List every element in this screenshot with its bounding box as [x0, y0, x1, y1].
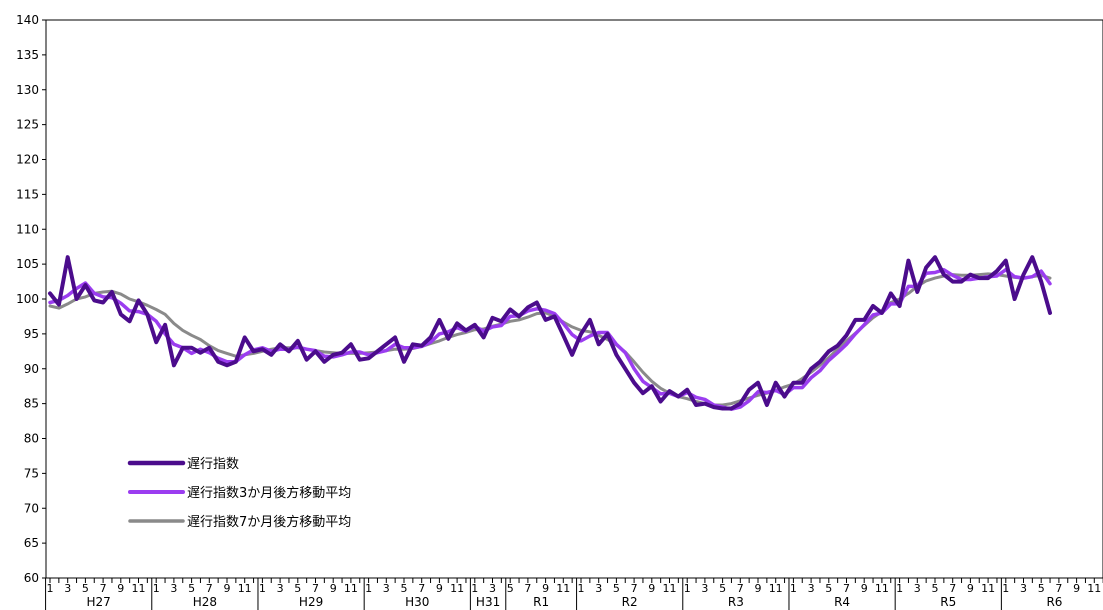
y-tick-label: 130 [16, 83, 39, 97]
x-month-label: 9 [436, 582, 443, 595]
x-month-label: 9 [542, 582, 549, 595]
y-tick-label: 70 [24, 501, 39, 515]
legend-label: 遅行指数3か月後方移動平均 [187, 485, 351, 501]
x-month-label: 9 [330, 582, 337, 595]
x-month-label: 3 [277, 582, 284, 595]
x-month-label: 1 [1002, 582, 1009, 595]
x-month-label: 1 [684, 582, 691, 595]
x-month-label: 7 [206, 582, 213, 595]
y-tick-label: 85 [24, 397, 39, 411]
y-tick-label: 105 [16, 257, 39, 271]
x-month-label: 3 [383, 582, 390, 595]
x-month-label: 11 [981, 582, 995, 595]
x-month-label: 11 [132, 582, 146, 595]
x-month-label: 11 [1087, 582, 1101, 595]
x-year-label: R4 [834, 595, 850, 609]
x-year-label: H31 [476, 595, 500, 609]
x-month-label: 1 [578, 582, 585, 595]
y-axis: 60 65 70 75 80 85 90 95 100 105 110 115 120 125 130 135… [16, 13, 46, 585]
x-month-label: 11 [344, 582, 358, 595]
x-month-label: 9 [224, 582, 231, 595]
x-month-label: 7 [843, 582, 850, 595]
y-tick-label: 80 [24, 432, 39, 446]
x-month-label: 3 [701, 582, 708, 595]
x-year-label: R5 [940, 595, 956, 609]
x-month-label: 1 [365, 582, 372, 595]
y-tick-label: 60 [24, 571, 39, 585]
legend-label: 遅行指数 [187, 457, 239, 472]
y-tick-label: 135 [16, 48, 39, 62]
x-month-label: 9 [117, 582, 124, 595]
x-year-label: R1 [533, 595, 549, 609]
x-year-label: H27 [87, 595, 111, 609]
x-month-label: 3 [595, 582, 602, 595]
x-year-label: R2 [622, 595, 638, 609]
x-month-label: 5 [82, 582, 89, 595]
y-tick-label: 90 [24, 362, 39, 376]
y-tick-label: 100 [16, 292, 39, 306]
y-tick-label: 95 [24, 327, 39, 341]
x-month-label: 11 [450, 582, 464, 595]
x-month-label: 1 [896, 582, 903, 595]
x-month-label: 7 [631, 582, 638, 595]
x-month-label: 9 [648, 582, 655, 595]
x-year-label: H30 [405, 595, 429, 609]
series-line [48, 255, 1052, 411]
x-month-label: 11 [238, 582, 252, 595]
x-month-label: 5 [719, 582, 726, 595]
x-month-label: 5 [507, 582, 514, 595]
x-year-label: H28 [193, 595, 217, 609]
x-month-label: 9 [1073, 582, 1080, 595]
x-month-label: 5 [1038, 582, 1045, 595]
legend-label: 遅行指数7か月後方移動平均 [187, 514, 351, 530]
x-year-label: H29 [299, 595, 323, 609]
y-tick-label: 140 [16, 13, 39, 27]
x-month-label: 5 [613, 582, 620, 595]
x-month-label: 1 [471, 582, 478, 595]
x-month-label: 7 [100, 582, 107, 595]
y-tick-label: 65 [24, 536, 39, 550]
x-month-label: 3 [808, 582, 815, 595]
x-month-label: 11 [769, 582, 783, 595]
x-month-label: 3 [64, 582, 71, 595]
x-month-label: 3 [914, 582, 921, 595]
y-tick-label: 75 [24, 466, 39, 480]
x-month-label: 1 [790, 582, 797, 595]
x-month-label: 9 [967, 582, 974, 595]
series-lines [48, 255, 1052, 411]
x-month-label: 1 [259, 582, 266, 595]
x-month-label: 1 [153, 582, 160, 595]
y-tick-label: 110 [16, 222, 39, 236]
x-month-label: 9 [755, 582, 762, 595]
x-month-label: 3 [489, 582, 496, 595]
x-month-label: 5 [294, 582, 301, 595]
y-tick-label: 115 [16, 187, 39, 201]
x-month-label: 1 [47, 582, 54, 595]
x-month-label: 7 [418, 582, 425, 595]
x-month-label: 3 [1020, 582, 1027, 595]
x-month-label: 7 [737, 582, 744, 595]
x-month-label: 5 [825, 582, 832, 595]
x-year-label: R6 [1046, 595, 1062, 609]
x-month-label: 7 [524, 582, 531, 595]
x-year-label: R3 [728, 595, 744, 609]
x-month-label: 5 [188, 582, 195, 595]
x-month-label: 7 [949, 582, 956, 595]
x-month-label: 11 [556, 582, 570, 595]
x-month-label: 7 [312, 582, 319, 595]
y-tick-label: 125 [16, 118, 39, 132]
x-month-label: 5 [932, 582, 939, 595]
x-month-label: 11 [663, 582, 677, 595]
x-month-label: 9 [861, 582, 868, 595]
y-tick-label: 120 [16, 153, 39, 167]
x-month-label: 5 [401, 582, 408, 595]
x-month-label: 11 [875, 582, 889, 595]
x-month-label: 3 [170, 582, 177, 595]
x-month-label: 7 [1055, 582, 1062, 595]
